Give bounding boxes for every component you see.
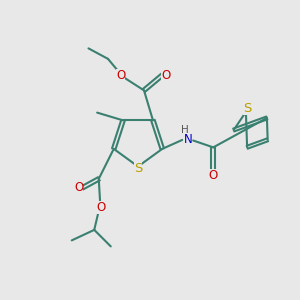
Text: O: O	[96, 202, 106, 214]
Text: O: O	[161, 69, 170, 82]
Text: O: O	[116, 69, 125, 82]
Text: H: H	[182, 125, 189, 135]
Text: N: N	[183, 134, 192, 146]
Text: O: O	[208, 169, 218, 182]
Text: S: S	[134, 161, 142, 175]
Text: S: S	[243, 102, 252, 115]
Text: O: O	[74, 182, 83, 194]
